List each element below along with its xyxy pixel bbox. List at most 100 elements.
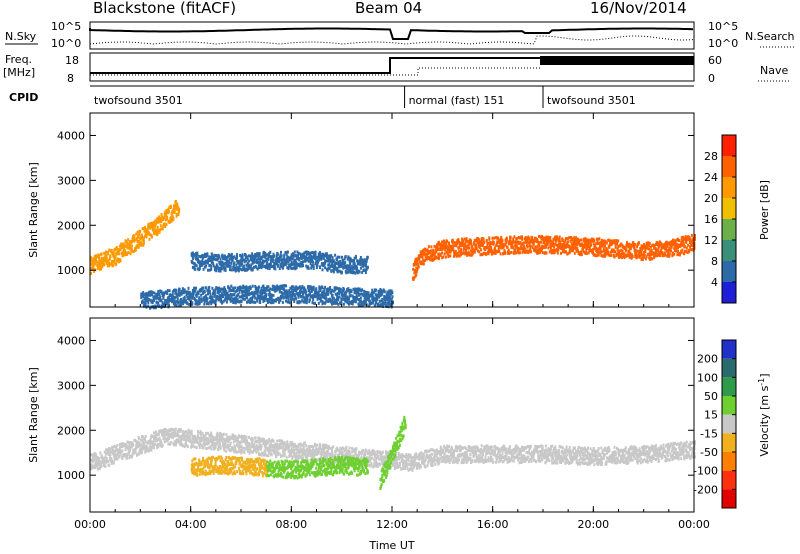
data-cell [179, 443, 182, 447]
data-cell [689, 239, 692, 243]
data-cell [651, 257, 654, 261]
data-cell [159, 220, 162, 224]
data-cell [204, 441, 207, 445]
data-cell [112, 450, 114, 454]
data-cell [268, 253, 271, 257]
data-cell [578, 238, 581, 242]
data-cell [626, 241, 628, 245]
data-cell [384, 298, 387, 302]
data-cell [549, 242, 552, 246]
data-cell [156, 304, 159, 308]
data-cell [174, 204, 177, 208]
data-cell [327, 263, 330, 267]
data-cell [207, 437, 209, 441]
data-cell [448, 241, 450, 245]
data-cell [332, 264, 335, 268]
data-cell [488, 237, 491, 241]
data-cell [684, 235, 687, 239]
data-cell [183, 432, 186, 436]
noise-sky-line [89, 27, 694, 40]
data-cell [117, 252, 120, 255]
data-cell [199, 443, 202, 447]
data-cell [142, 243, 145, 247]
data-cell [209, 296, 212, 300]
data-cell [214, 287, 217, 291]
data-cell [338, 292, 341, 296]
data-cell [163, 436, 166, 440]
data-cell [111, 446, 114, 450]
data-cell [166, 439, 169, 442]
data-cell [224, 288, 226, 292]
data-cell [505, 236, 508, 240]
data-cell [208, 440, 211, 444]
data-cell [271, 284, 274, 288]
data-cell [141, 450, 143, 454]
data-cell [269, 287, 272, 291]
data-cell [132, 239, 135, 243]
data-cell [245, 289, 248, 293]
data-cell [529, 240, 532, 244]
data-cell [439, 253, 442, 257]
data-cell [336, 287, 339, 291]
data-cell [265, 293, 268, 297]
data-cell [271, 257, 274, 261]
data-cell [94, 261, 97, 265]
data-cell [680, 236, 683, 240]
data-cell [322, 293, 325, 297]
data-cell [159, 439, 162, 443]
data-cell [298, 285, 301, 289]
data-cell [356, 295, 359, 299]
data-cell [152, 446, 155, 450]
data-cell [285, 446, 288, 450]
data-cell [158, 293, 161, 297]
data-cell [471, 245, 474, 248]
data-cell [215, 437, 218, 441]
data-cell [166, 217, 169, 220]
data-cell [275, 254, 278, 258]
data-cell [670, 243, 673, 247]
data-cell [295, 292, 298, 296]
data-cell [259, 447, 262, 451]
data-cell [663, 251, 666, 255]
data-cell [132, 451, 135, 455]
data-cell [610, 248, 613, 252]
data-cell [327, 300, 330, 303]
data-cell [260, 266, 263, 270]
data-cell [552, 237, 555, 241]
data-cell [102, 460, 104, 464]
data-cell [353, 271, 355, 274]
data-cell [183, 290, 186, 294]
data-cell [132, 443, 135, 447]
data-cell [119, 259, 122, 263]
data-cell [140, 242, 143, 246]
data-cell [180, 302, 182, 306]
data-cell [251, 252, 254, 256]
data-cell [269, 301, 272, 305]
data-cell [506, 245, 509, 249]
data-cell [320, 253, 323, 257]
data-cell [592, 250, 595, 254]
data-cell [424, 255, 427, 259]
data-cell [359, 266, 362, 270]
data-cell [188, 302, 191, 306]
data-cell [548, 250, 551, 254]
data-cell [342, 287, 345, 291]
data-cell [271, 299, 274, 303]
data-cell [415, 262, 418, 266]
data-cell [443, 241, 445, 245]
data-cell [161, 428, 164, 432]
data-cell [514, 251, 517, 255]
data-cell [627, 250, 630, 254]
data-cell [388, 299, 391, 303]
data-cell [180, 292, 183, 296]
data-cell [577, 252, 580, 255]
data-cell [483, 241, 486, 245]
data-cell [227, 447, 230, 451]
data-cell [237, 259, 240, 263]
data-cell [343, 291, 346, 295]
data-cell [248, 292, 251, 296]
data-cell [209, 256, 212, 259]
data-cell [205, 299, 208, 302]
data-cell [276, 285, 279, 289]
data-cell [364, 300, 367, 304]
